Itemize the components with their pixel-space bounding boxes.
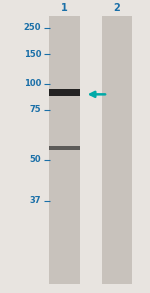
Text: 50: 50 [30,155,41,164]
Bar [50,146,80,150]
Text: 75: 75 [30,105,41,114]
Bar [50,16,80,284]
Bar [102,16,132,284]
Text: 1: 1 [61,3,68,13]
Text: 150: 150 [24,50,41,59]
Text: 250: 250 [24,23,41,32]
Text: 37: 37 [30,196,41,205]
Text: 100: 100 [24,79,41,88]
Text: 2: 2 [114,3,120,13]
Bar [50,89,80,96]
